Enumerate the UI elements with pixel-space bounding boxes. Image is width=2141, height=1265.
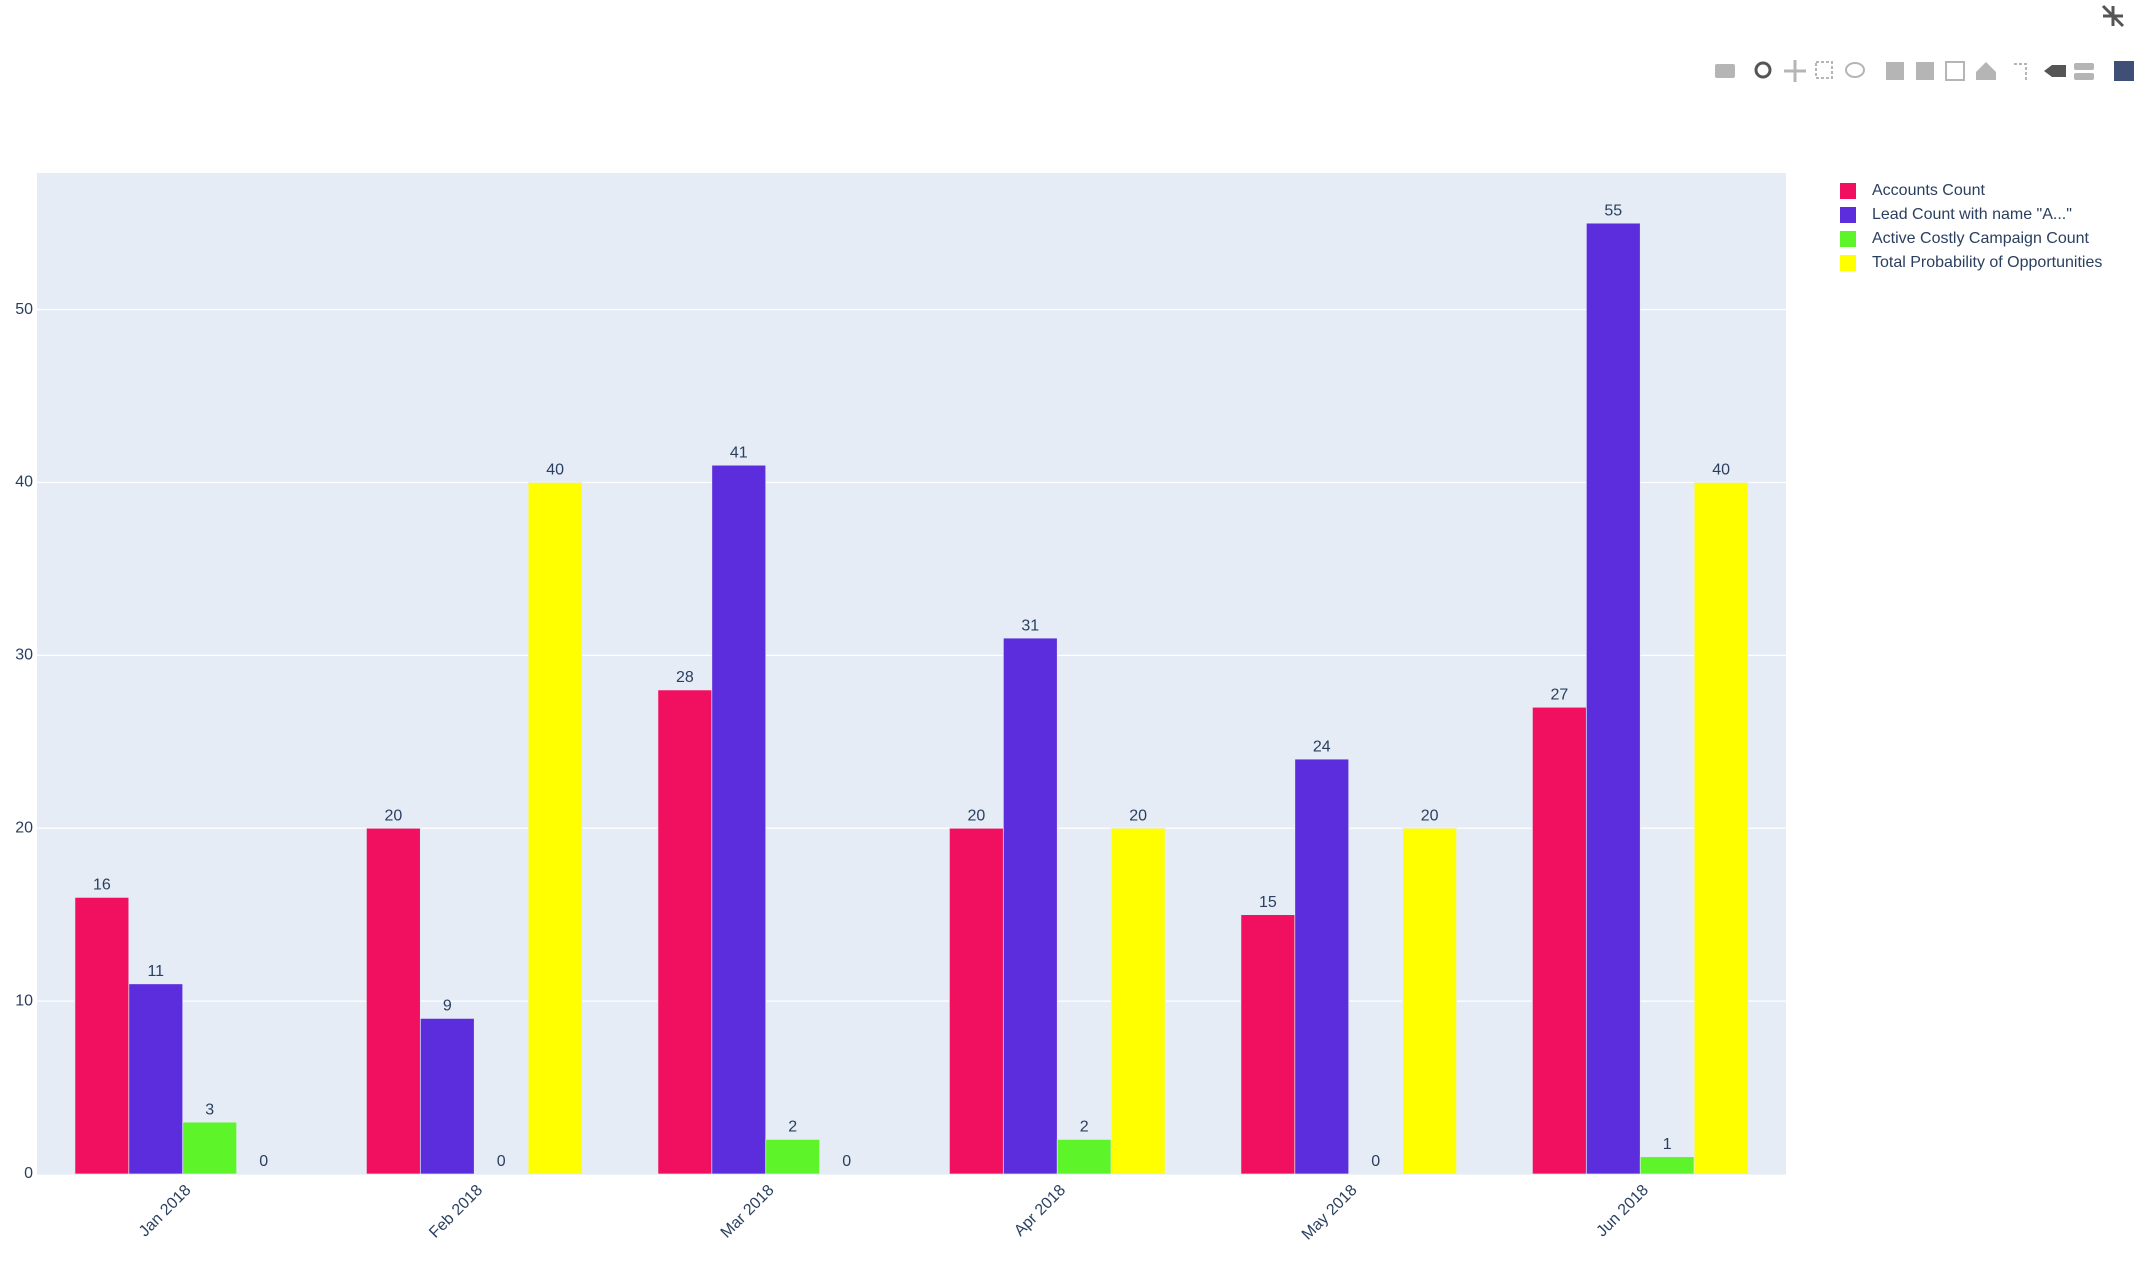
- y-tick-label: 0: [24, 1165, 33, 1182]
- x-tick-label: Feb 2018: [426, 1182, 486, 1242]
- data-label: 0: [497, 1153, 506, 1170]
- bar: [1294, 758, 1350, 1175]
- data-label: 40: [1712, 462, 1730, 479]
- bar: [1110, 827, 1166, 1175]
- bar: [128, 983, 184, 1175]
- y-tick-label: 20: [15, 819, 33, 836]
- legend-label: Active Costly Campaign Count: [1872, 230, 2090, 247]
- plotly-logo[interactable]: [2114, 61, 2134, 81]
- y-tick-label: 30: [15, 647, 33, 664]
- home-icon[interactable]: [1976, 62, 1996, 80]
- bar: [1693, 482, 1749, 1175]
- camera-icon[interactable]: [1715, 64, 1735, 78]
- x-tick-label: Jun 2018: [1593, 1182, 1652, 1241]
- data-label: 0: [259, 1153, 268, 1170]
- data-label: 28: [676, 669, 694, 686]
- hover-compare-icon[interactable]: [2074, 73, 2094, 80]
- bar: [419, 1018, 475, 1175]
- bar: [1240, 914, 1296, 1175]
- toolbar[interactable]: [1715, 4, 2134, 82]
- hover-closest-icon[interactable]: [2044, 65, 2066, 77]
- bar: [1002, 637, 1058, 1175]
- legend-label: Accounts Count: [1872, 182, 1986, 199]
- legend-label: Lead Count with name "A...": [1872, 206, 2072, 223]
- data-label: 31: [1021, 617, 1039, 634]
- data-label: 0: [1371, 1153, 1380, 1170]
- legend-swatch: [1840, 231, 1856, 247]
- hover-compare-icon[interactable]: [2074, 63, 2094, 70]
- zoom-out-icon[interactable]: [1916, 62, 1934, 80]
- bar: [765, 1139, 821, 1175]
- x-tick-label: May 2018: [1299, 1182, 1361, 1244]
- data-label: 16: [93, 877, 111, 894]
- data-label: 20: [384, 807, 402, 824]
- autoscale-icon[interactable]: [1945, 61, 1965, 81]
- bar: [74, 897, 130, 1175]
- data-label: 41: [730, 444, 748, 461]
- data-label: 27: [1550, 686, 1568, 703]
- zoom-icon[interactable]: [1754, 61, 1772, 79]
- data-label: 9: [443, 998, 452, 1015]
- pan-icon[interactable]: [1784, 60, 1806, 82]
- data-label: 0: [842, 1153, 851, 1170]
- x-tick-label: Jan 2018: [136, 1182, 195, 1241]
- bar: [711, 464, 767, 1175]
- bar: [1532, 706, 1587, 1175]
- data-label: 55: [1604, 202, 1622, 219]
- select-icon[interactable]: [1815, 61, 1833, 79]
- data-label: 24: [1313, 738, 1331, 755]
- bar: [1585, 222, 1641, 1175]
- data-label: 3: [205, 1101, 214, 1118]
- y-tick-label: 10: [15, 992, 33, 1009]
- bar: [1402, 827, 1457, 1175]
- bar: [182, 1121, 238, 1175]
- bar: [1056, 1139, 1112, 1175]
- legend-swatch: [1840, 183, 1856, 199]
- data-label: 40: [546, 462, 564, 479]
- bar: [1639, 1156, 1695, 1175]
- legend-swatch: [1840, 255, 1856, 271]
- data-label: 20: [1421, 807, 1439, 824]
- plot-area: [37, 173, 1786, 1174]
- spike-icon[interactable]: [2014, 63, 2027, 80]
- zoom-in-icon[interactable]: [1886, 62, 1904, 80]
- legend-label: Total Probability of Opportunities: [1872, 254, 2102, 271]
- bar: [366, 827, 421, 1175]
- data-label: 20: [967, 807, 985, 824]
- lasso-icon[interactable]: [1845, 62, 1865, 78]
- data-label: 1: [1663, 1136, 1672, 1153]
- bar: [949, 827, 1004, 1175]
- data-label: 15: [1259, 894, 1277, 911]
- collapse-icon[interactable]: [2101, 4, 2125, 28]
- y-tick-label: 50: [15, 301, 33, 318]
- bar: [657, 689, 713, 1175]
- data-label: 20: [1129, 807, 1147, 824]
- y-tick-label: 40: [15, 474, 33, 491]
- data-label: 2: [788, 1119, 797, 1136]
- bar: [527, 482, 583, 1175]
- data-label: 11: [147, 963, 164, 980]
- data-label: 2: [1080, 1119, 1089, 1136]
- x-tick-label: Apr 2018: [1011, 1182, 1069, 1240]
- legend-swatch: [1840, 207, 1856, 223]
- x-tick-label: Mar 2018: [718, 1182, 778, 1242]
